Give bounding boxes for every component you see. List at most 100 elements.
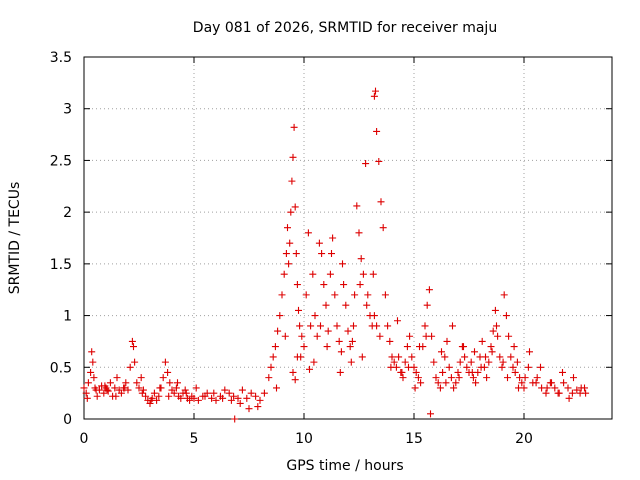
data-point — [150, 389, 158, 397]
data-point — [573, 386, 581, 394]
data-point — [390, 358, 398, 366]
data-point — [315, 239, 323, 247]
data-point — [350, 322, 357, 330]
data-point — [450, 384, 458, 392]
data-point — [182, 389, 190, 397]
data-point — [318, 250, 326, 258]
data-point — [291, 203, 299, 211]
data-point — [438, 348, 445, 356]
data-point — [488, 348, 496, 356]
data-point — [412, 368, 420, 376]
data-point — [291, 376, 299, 384]
y-tick-label-3: 1.5 — [50, 257, 72, 273]
data-point — [82, 389, 90, 397]
data-point — [554, 389, 562, 397]
data-point — [364, 291, 372, 299]
data-point — [526, 348, 533, 356]
data-point — [130, 343, 137, 351]
data-point — [155, 392, 163, 400]
data-point — [452, 379, 460, 387]
data-point — [377, 198, 385, 206]
data-point — [101, 382, 109, 390]
data-point — [564, 384, 572, 392]
data-point — [524, 363, 532, 371]
data-point — [112, 392, 120, 400]
data-point — [256, 396, 264, 404]
data-point — [384, 322, 392, 330]
data-point — [355, 229, 363, 237]
data-point — [300, 343, 308, 351]
data-point — [254, 403, 262, 411]
data-point — [570, 374, 577, 382]
data-point — [454, 368, 462, 376]
x-tick-label-0: 0 — [80, 431, 89, 447]
y-axis-label: SRMTID / TECUs — [7, 182, 23, 295]
data-point — [293, 281, 301, 289]
data-point — [359, 270, 367, 278]
chart-title: Day 081 of 2026, SRMTID for receiver maj… — [193, 20, 497, 36]
y-tick-label-1: 0.5 — [50, 360, 72, 376]
data-point — [276, 312, 284, 320]
data-point — [347, 358, 355, 366]
data-point — [337, 348, 345, 356]
data-point — [122, 379, 130, 387]
data-point — [387, 363, 395, 371]
data-point — [548, 379, 555, 387]
data-point — [106, 379, 114, 387]
data-point — [463, 363, 471, 371]
data-point — [401, 358, 409, 366]
data-point — [513, 358, 521, 366]
data-point — [126, 363, 134, 371]
data-point — [304, 229, 312, 237]
data-point — [265, 374, 273, 382]
data-point — [417, 379, 425, 387]
data-point — [342, 301, 350, 309]
y-tick-label-6: 3 — [63, 102, 72, 118]
data-point — [281, 332, 289, 340]
data-point — [138, 389, 146, 397]
data-point — [416, 343, 423, 351]
data-point — [461, 353, 469, 361]
data-point — [317, 322, 324, 330]
data-point — [375, 157, 383, 165]
data-point — [469, 374, 477, 382]
data-point — [576, 389, 584, 397]
data-point — [370, 312, 378, 320]
data-point — [147, 396, 155, 404]
data-point — [406, 332, 414, 340]
x-axis-label: GPS time / hours — [286, 458, 403, 474]
data-point — [236, 399, 244, 407]
data-point — [128, 337, 136, 345]
data-point — [161, 358, 169, 366]
data-point — [302, 291, 310, 299]
x-tick-label-3: 15 — [405, 431, 423, 447]
data-point — [310, 358, 318, 366]
data-point — [87, 368, 95, 376]
data-point — [565, 394, 573, 402]
data-point — [90, 374, 98, 382]
data-point — [511, 368, 519, 376]
data-point — [449, 322, 456, 330]
data-point — [504, 374, 511, 382]
data-point — [339, 260, 346, 268]
data-point — [234, 394, 242, 402]
data-point — [510, 343, 518, 351]
data-point — [373, 127, 381, 135]
data-point — [472, 379, 480, 387]
data-point — [515, 384, 522, 392]
data-point — [425, 286, 433, 294]
data-point — [280, 270, 288, 278]
data-point — [386, 337, 394, 345]
data-point — [290, 123, 298, 131]
data-point — [356, 281, 364, 289]
data-point — [471, 348, 478, 356]
data-point — [104, 387, 112, 395]
data-point — [113, 374, 121, 382]
data-point — [560, 379, 568, 387]
x-tick-label-4: 20 — [515, 431, 533, 447]
data-point — [221, 386, 229, 394]
data-point — [487, 343, 495, 351]
data-point — [146, 399, 154, 407]
data-point — [467, 358, 475, 366]
data-point — [282, 250, 290, 258]
